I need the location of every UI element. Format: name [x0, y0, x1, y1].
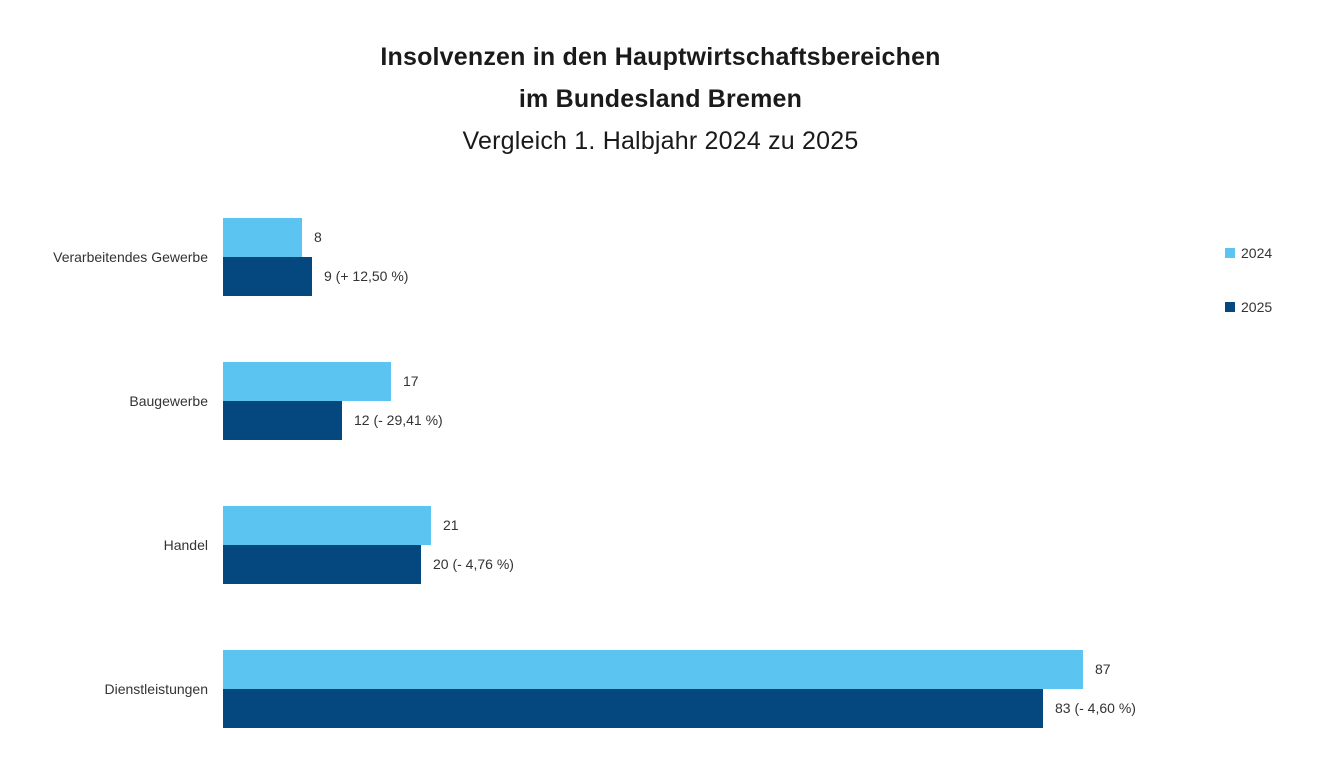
bar-2025: [223, 401, 342, 440]
legend-swatch-2025: [1225, 302, 1235, 312]
category-label: Baugewerbe: [129, 393, 208, 409]
bar-value-label-2025: 83 (- 4,60 %): [1055, 700, 1136, 716]
category-label: Handel: [163, 537, 208, 553]
chart-title-block: Insolvenzen in den Hauptwirtschaftsberei…: [0, 36, 1321, 162]
legend-item-2024: 2024: [1225, 245, 1273, 261]
bar-2025: [223, 257, 312, 296]
bar-2025: [223, 545, 421, 584]
bar-2024: [223, 506, 431, 545]
bar-value-label-2025: 20 (- 4,76 %): [433, 556, 514, 572]
bar-value-label-2024: 8: [314, 229, 322, 245]
bar-value-label-2024: 17: [403, 373, 419, 389]
bar-2024: [223, 650, 1083, 689]
bar-value-label-2025: 9 (+ 12,50 %): [324, 268, 409, 284]
chart-title-line2: im Bundesland Bremen: [518, 85, 803, 113]
category-label: Dienstleistungen: [104, 681, 208, 697]
bar-2025: [223, 689, 1043, 728]
legend-label-2025: 2025: [1241, 299, 1273, 315]
bar-2024: [223, 362, 391, 401]
bar-value-label-2025: 12 (- 29,41 %): [354, 412, 443, 428]
legend-item-2025: 2025: [1225, 299, 1273, 315]
chart-title-line1: Insolvenzen in den Hauptwirtschaftsberei…: [380, 43, 941, 71]
bar-value-label-2024: 21: [443, 517, 459, 533]
legend: 2024 2025: [1225, 245, 1273, 315]
bar-2024: [223, 218, 302, 257]
chart-subtitle: Vergleich 1. Halbjahr 2024 zu 2025: [462, 127, 859, 155]
legend-swatch-2024: [1225, 248, 1235, 258]
bar-value-label-2024: 87: [1095, 661, 1111, 677]
category-label: Verarbeitendes Gewerbe: [53, 249, 208, 265]
legend-label-2024: 2024: [1241, 245, 1273, 261]
